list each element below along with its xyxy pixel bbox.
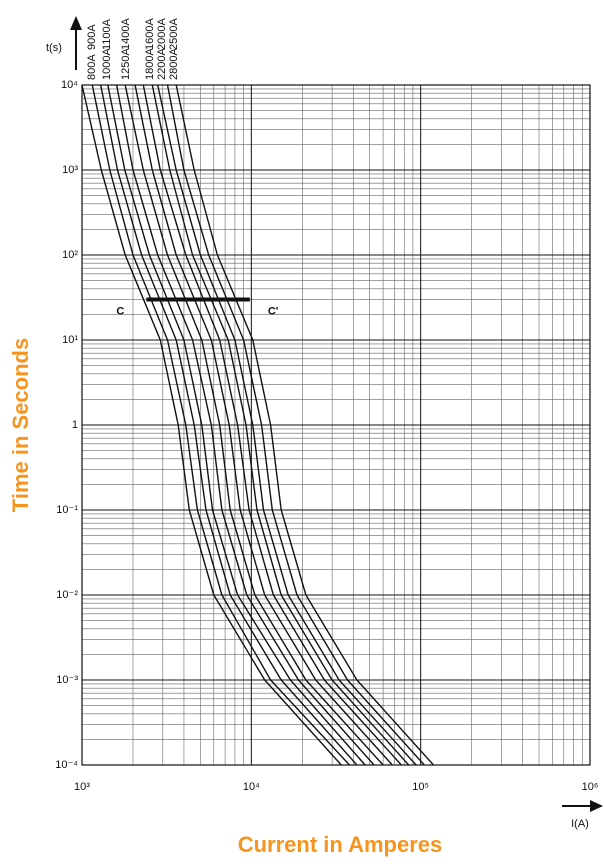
legend-label: 1600A <box>144 18 156 50</box>
y-axis-label: t(s) <box>46 42 62 54</box>
y-title: Time in Seconds <box>8 338 33 512</box>
y-tick-label: 10⁻² <box>56 589 78 601</box>
curve <box>124 84 384 766</box>
y-tick-label: 10⁻⁴ <box>55 759 78 771</box>
plot-frame <box>81 84 591 766</box>
curve <box>157 84 417 766</box>
curve <box>142 84 402 766</box>
legend-label: 2800A <box>168 48 180 80</box>
curve <box>134 84 393 766</box>
marker-start-label: C <box>116 305 124 317</box>
legend-label: 2500A <box>168 18 180 50</box>
legend-label: 2200A <box>156 48 168 80</box>
x-title: Current in Amperes <box>238 832 443 857</box>
curve <box>100 84 358 766</box>
y-arrowhead <box>70 16 82 30</box>
legend-label: 1400A <box>120 18 132 50</box>
x-tick-label: 10³ <box>74 781 90 793</box>
marker-end-label: C' <box>268 305 279 317</box>
legend-label: 2000A <box>156 18 168 50</box>
legend-label: 1800A <box>144 48 156 80</box>
curve <box>151 84 410 766</box>
y-tick-label: 1 <box>72 419 78 431</box>
x-axis-label: I(A) <box>571 818 589 830</box>
x-tick-label: 10⁵ <box>412 781 429 793</box>
y-tick-label: 10¹ <box>62 334 78 346</box>
legend-label: 1250A <box>120 48 132 80</box>
legend-label: 1000A <box>101 48 113 80</box>
legend-label: 1100A <box>101 18 113 50</box>
curve <box>166 84 425 766</box>
y-tick-label: 10⁻³ <box>56 674 78 686</box>
x-tick-label: 10⁴ <box>243 781 260 793</box>
x-arrowhead <box>590 800 603 812</box>
y-tick-label: 10² <box>62 249 78 261</box>
curve <box>91 84 351 766</box>
y-tick-label: 10³ <box>62 164 78 176</box>
legend-label: 800A <box>86 54 98 80</box>
curve <box>81 84 342 766</box>
y-tick-label: 10⁻¹ <box>56 504 78 516</box>
y-tick-label: 10⁴ <box>61 79 78 91</box>
x-tick-label: 10⁶ <box>582 781 599 793</box>
curve <box>107 84 366 766</box>
curve <box>115 84 375 766</box>
curve <box>175 84 435 766</box>
legend-label: 900A <box>86 24 98 50</box>
